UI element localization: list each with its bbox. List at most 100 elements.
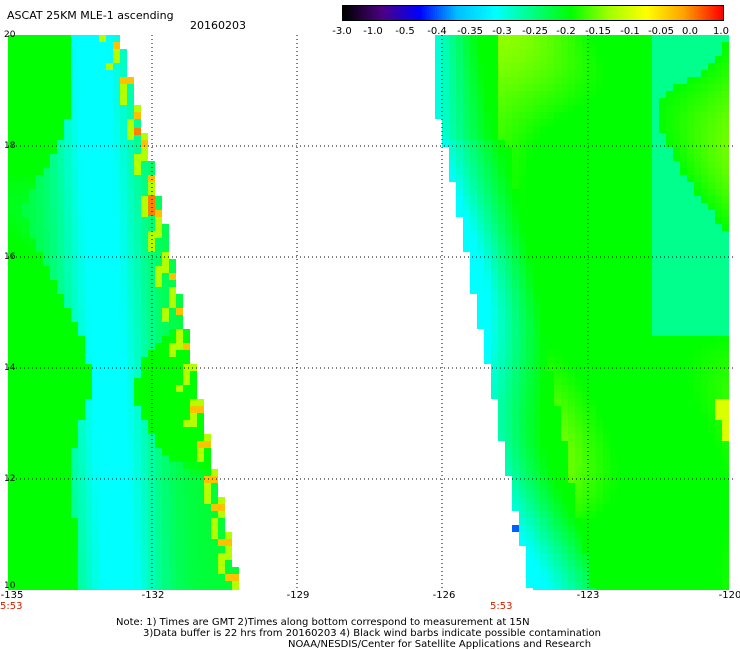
swath-cell <box>645 343 652 350</box>
swath-cell <box>50 56 57 63</box>
swath-cell <box>29 350 36 357</box>
swath-cell <box>463 77 470 84</box>
swath-cell <box>631 224 638 231</box>
swath-cell <box>148 231 155 238</box>
swath-cell <box>533 189 540 196</box>
swath-cell <box>141 504 148 511</box>
swath-cell <box>169 448 176 455</box>
swath-cell <box>687 63 694 70</box>
swath-cell <box>155 196 162 203</box>
swath-cell <box>659 427 666 434</box>
swath-cell <box>540 539 547 546</box>
swath-cell <box>183 476 190 483</box>
colorbar-segment <box>715 6 718 20</box>
swath-cell <box>106 455 113 462</box>
swath-cell <box>666 420 673 427</box>
swath-cell <box>505 63 512 70</box>
swath-cell <box>708 574 715 581</box>
swath-cell <box>547 434 554 441</box>
swath-cell <box>701 105 708 112</box>
swath-cell <box>547 224 554 231</box>
swath-cell <box>624 35 631 42</box>
swath-cell <box>113 371 120 378</box>
swath-cell <box>568 35 575 42</box>
swath-cell <box>127 231 134 238</box>
swath-cell <box>78 119 85 126</box>
swath-cell <box>561 91 568 98</box>
swath-cell <box>71 315 78 322</box>
swath-cell <box>666 511 673 518</box>
swath-cell <box>197 462 204 469</box>
swath-cell <box>43 175 50 182</box>
swath-cell <box>603 294 610 301</box>
swath-cell <box>36 364 43 371</box>
swath-cell <box>694 70 701 77</box>
swath-cell <box>15 252 22 259</box>
swath-cell <box>617 462 624 469</box>
swath-cell <box>477 301 484 308</box>
swath-cell <box>624 182 631 189</box>
swath-cell <box>470 196 477 203</box>
swath-cell <box>71 420 78 427</box>
swath-cell <box>8 140 15 147</box>
swath-cell <box>99 203 106 210</box>
swath-cell <box>547 161 554 168</box>
swath-cell <box>169 266 176 273</box>
swath-cell <box>680 406 687 413</box>
swath-cell <box>85 483 92 490</box>
swath-cell <box>652 147 659 154</box>
swath-cell <box>92 273 99 280</box>
swath-cell <box>694 175 701 182</box>
swath-cell <box>148 161 155 168</box>
swath-cell <box>652 259 659 266</box>
swath-cell <box>638 427 645 434</box>
swath-cell <box>120 336 127 343</box>
swath-cell <box>708 448 715 455</box>
swath-cell <box>624 525 631 532</box>
swath-cell <box>526 462 533 469</box>
swath-cell <box>162 350 169 357</box>
swath-cell <box>64 301 71 308</box>
colorbar-segment <box>623 6 626 20</box>
swath-cell <box>687 490 694 497</box>
swath-cell <box>568 126 575 133</box>
swath-cell <box>162 280 169 287</box>
swath-cell <box>99 273 106 280</box>
swath-cell <box>113 140 120 147</box>
swath-cell <box>568 434 575 441</box>
swath-cell <box>680 343 687 350</box>
swath-cell <box>673 448 680 455</box>
swath-cell <box>631 455 638 462</box>
swath-cell <box>36 469 43 476</box>
swath-cell <box>624 315 631 322</box>
swath-cell <box>64 350 71 357</box>
swath-cell <box>694 483 701 490</box>
swath-cell <box>638 231 645 238</box>
swath-cell <box>15 147 22 154</box>
swath-cell <box>554 63 561 70</box>
swath-cell <box>43 567 50 574</box>
swath-cell <box>617 525 624 532</box>
swath-cell <box>22 189 29 196</box>
swath-cell <box>645 483 652 490</box>
swath-cell <box>589 525 596 532</box>
swath-cell <box>127 238 134 245</box>
swath-cell <box>435 84 442 91</box>
swath-cell <box>64 308 71 315</box>
swath-cell <box>8 98 15 105</box>
swath-cell <box>22 518 29 525</box>
swath-cell <box>715 210 722 217</box>
swath-cell <box>519 406 526 413</box>
swath-cell <box>8 161 15 168</box>
swath-cell <box>120 119 127 126</box>
swath-cell <box>589 469 596 476</box>
swath-cell <box>134 161 141 168</box>
swath-cell <box>22 280 29 287</box>
swath-cell <box>141 175 148 182</box>
swath-cell <box>512 385 519 392</box>
swath-cell <box>519 294 526 301</box>
swath-cell <box>127 560 134 567</box>
swath-cell <box>666 357 673 364</box>
swath-cell <box>603 441 610 448</box>
swath-cell <box>673 49 680 56</box>
